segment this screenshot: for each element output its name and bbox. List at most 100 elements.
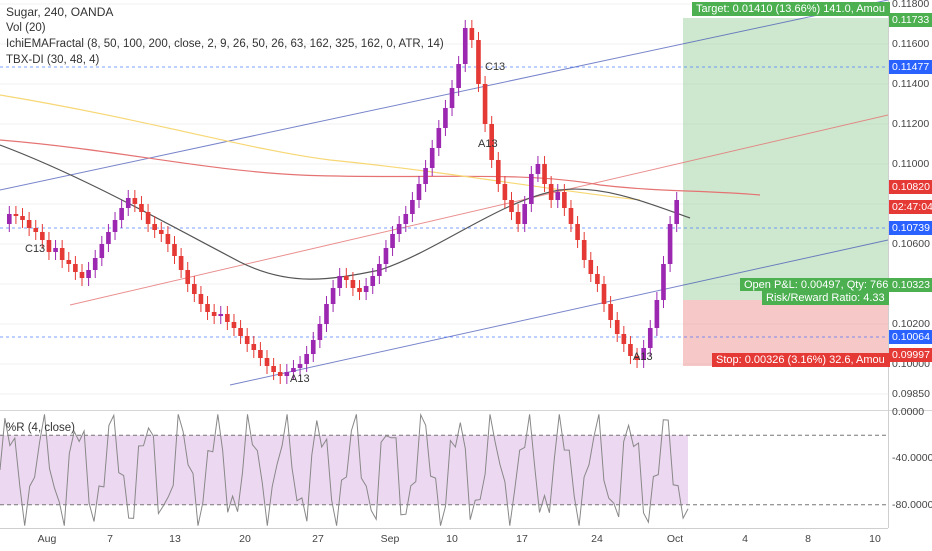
candle-body [324, 304, 329, 324]
candle-body [489, 124, 494, 160]
wr-band [0, 435, 688, 505]
price-tag-blue-low: 0.10064 [889, 330, 932, 344]
candle-body [674, 200, 680, 224]
candle-body [291, 368, 296, 372]
candle-body [410, 200, 415, 214]
candle-body [436, 128, 442, 148]
target-label[interactable]: Target: 0.01410 (13.66%) 141.0, Amou [692, 2, 890, 16]
x-tick-label: Sep [380, 533, 400, 545]
candle-body [568, 208, 574, 224]
candle-body [106, 232, 111, 244]
candle-body [654, 300, 660, 328]
price-tag-entry: 0.10323 [889, 278, 932, 292]
candle-body [515, 212, 521, 224]
label-c13-top: C13 [485, 61, 505, 73]
candle-body [661, 264, 666, 300]
x-tick-label: 7 [107, 533, 113, 545]
candle-body [211, 312, 217, 316]
y-tick-label: 0.10200 [892, 318, 930, 330]
candle-body [377, 264, 382, 276]
candle-body [244, 336, 250, 344]
wr-line [0, 412, 689, 526]
candle-body [284, 372, 290, 376]
x-tick-label: 17 [516, 533, 528, 545]
candle-body [647, 328, 653, 348]
y-tick-label: 0.09850 [892, 388, 930, 400]
price-tag-blue-top: 0.11477 [889, 60, 932, 74]
candle-body [330, 288, 336, 304]
candle-body [231, 322, 237, 328]
candle-body [73, 264, 78, 272]
candle-body [449, 88, 455, 108]
legend-tbx[interactable]: TBX-DI (30, 48, 4) [6, 54, 100, 66]
candle-body [555, 192, 561, 200]
candle-body [575, 224, 580, 240]
x-tick-label: 10 [869, 533, 881, 545]
ema-black [0, 144, 691, 280]
y-tick-label: 0.11800 [892, 0, 930, 10]
candle-body [542, 164, 547, 184]
x-tick-label: Oct [666, 533, 684, 545]
candle-body [502, 184, 508, 200]
channel-low [229, 239, 889, 386]
risk-reward-label[interactable]: Risk/Reward Ratio: 4.33 [762, 291, 889, 305]
candle-body [529, 174, 534, 204]
candle-body [40, 232, 45, 240]
candle-body [53, 248, 58, 252]
candle-body [595, 274, 600, 284]
candle-body [641, 348, 646, 360]
candle-body [357, 288, 362, 292]
x-tick-label: 20 [239, 533, 251, 545]
candle-body [535, 164, 541, 174]
target-zone [683, 18, 888, 300]
candle-body [158, 230, 164, 234]
candle-body [614, 320, 620, 334]
candle-body [482, 84, 488, 124]
candle-body [588, 260, 594, 274]
candle-body [198, 294, 204, 304]
time-axis[interactable] [0, 528, 888, 551]
indicator-label[interactable]: %R (4, close) [6, 422, 76, 434]
open-pnl-label[interactable]: Open P&L: 0.00497, Qty: 766 [740, 278, 893, 291]
candle-body [443, 108, 448, 128]
candle-body [310, 340, 316, 354]
candle-body [145, 212, 151, 224]
candle-body [185, 270, 191, 284]
y-tick-label: 0.11400 [892, 78, 930, 90]
stop-label[interactable]: Stop: 0.00326 (3.16%) 32.6, Amou [712, 353, 890, 367]
candle-body [562, 192, 567, 208]
candle-body [350, 280, 356, 288]
candle-body [416, 184, 422, 200]
legend-symbol[interactable]: Sugar, 240, OANDA [6, 5, 114, 19]
candle-body [92, 258, 98, 270]
candle-body [509, 200, 514, 212]
candle-body [119, 208, 124, 220]
y-tick-label: 0.11000 [892, 158, 930, 170]
x-tick-label: 24 [591, 533, 603, 545]
label-a13-low: A13 [290, 373, 310, 385]
candle-body [13, 214, 19, 216]
candle-body [225, 314, 230, 322]
candle-body [621, 334, 627, 344]
candle-body [383, 248, 389, 264]
price-axis[interactable] [888, 0, 932, 528]
x-tick-label: 13 [169, 533, 181, 545]
legend-ichi[interactable]: IchiEMAFractal (8, 50, 100, 200, close, … [6, 38, 444, 50]
candle-body [608, 304, 613, 320]
price-tag-target: 0.11733 [889, 13, 932, 27]
y-tick-label: 0.10600 [892, 238, 930, 250]
pane-divider[interactable] [0, 410, 932, 411]
candle-body [172, 244, 177, 256]
candle-body [403, 214, 409, 224]
candle-body [370, 276, 376, 286]
x-tick-label: 8 [805, 533, 811, 545]
candle-body [277, 372, 283, 376]
candle-body [139, 204, 144, 212]
legend-vol[interactable]: Vol (20) [6, 22, 46, 34]
y-tick-label: 0.11200 [892, 118, 930, 130]
candle-body [238, 328, 243, 336]
x-tick-label: 4 [742, 533, 748, 545]
candle-body [86, 270, 91, 278]
candle-body [178, 256, 184, 270]
